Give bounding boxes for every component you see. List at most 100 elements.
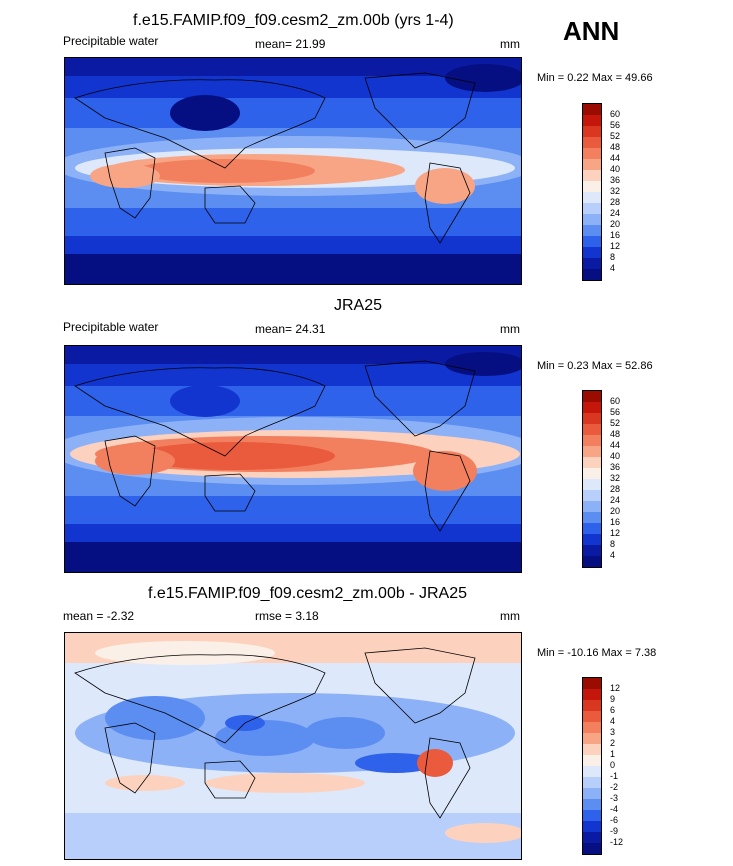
colorbar-swatch xyxy=(583,501,601,512)
colorbar-swatch xyxy=(583,170,601,181)
colorbar-label: 12 xyxy=(610,241,621,251)
panel-1-title: f.e15.FAMIP.f09_f09.cesm2_zm.00b (yrs 1-… xyxy=(133,12,454,29)
colorbar-swatch xyxy=(583,214,601,225)
colorbar-swatch xyxy=(583,821,601,832)
colorbar-swatch xyxy=(583,810,601,821)
colorbar-label: 52 xyxy=(610,131,621,141)
colorbar-label: 1 xyxy=(610,749,616,759)
panel-3-minmax: Min = -10.16 Max = 7.38 xyxy=(537,647,657,659)
colorbar-label: 40 xyxy=(610,164,621,174)
colorbar-swatch xyxy=(583,424,601,435)
panel-1-units: mm xyxy=(500,37,520,51)
colorbar-label: -12 xyxy=(610,837,624,847)
panel-2-title: JRA25 xyxy=(334,297,383,314)
colorbar-label: -9 xyxy=(610,826,619,836)
panel-2-minmax: Min = 0.23 Max = 52.86 xyxy=(537,360,653,372)
colorbar-swatch xyxy=(583,457,601,468)
colorbar-swatch xyxy=(583,843,601,854)
colorbar-label: 8 xyxy=(610,539,616,549)
colorbar-swatch xyxy=(583,391,601,402)
panel-1-map xyxy=(64,57,522,285)
colorbar-swatch xyxy=(583,269,601,280)
colorbar-label: 8 xyxy=(610,252,616,262)
colorbar-swatch xyxy=(583,490,601,501)
season-label: ANN xyxy=(563,16,620,46)
colorbar-swatch xyxy=(583,236,601,247)
colorbar-swatch xyxy=(583,777,601,788)
colorbar-swatch xyxy=(583,512,601,523)
colorbar-swatch xyxy=(583,689,601,700)
panel-3-mean-label: mean = -2.32 xyxy=(63,609,135,623)
colorbar-swatch xyxy=(583,523,601,534)
colorbar-swatch xyxy=(583,755,601,766)
colorbar-swatch xyxy=(583,159,601,170)
colorbar-label: 12 xyxy=(610,683,621,693)
colorbar-swatch xyxy=(583,137,601,148)
colorbar-label: 28 xyxy=(610,197,621,207)
panel-3-units: mm xyxy=(500,609,520,623)
panel-1-variable-label: Precipitable water xyxy=(63,34,159,48)
panel-1-colorbar xyxy=(582,103,602,281)
panel-3-colorbar xyxy=(582,677,602,855)
colorbar-label: -4 xyxy=(610,804,619,814)
colorbar-label: 56 xyxy=(610,120,621,130)
colorbar-label: 4 xyxy=(610,716,616,726)
colorbar-label: 16 xyxy=(610,517,621,527)
colorbar-swatch xyxy=(583,700,601,711)
colorbar-label: 4 xyxy=(610,550,616,560)
colorbar-label: 28 xyxy=(610,484,621,494)
colorbar-swatch xyxy=(583,104,601,115)
colorbar-label: 36 xyxy=(610,175,621,185)
colorbar-label: 44 xyxy=(610,153,621,163)
colorbar-label: 24 xyxy=(610,495,621,505)
colorbar-label: 6 xyxy=(610,705,616,715)
panel-3-title: f.e15.FAMIP.f09_f09.cesm2_zm.00b - JRA25 xyxy=(148,585,467,602)
colorbar-swatch xyxy=(583,446,601,457)
colorbar-label: 60 xyxy=(610,109,621,119)
colorbar-swatch xyxy=(583,799,601,810)
colorbar-label: 3 xyxy=(610,727,616,737)
colorbar-label: 4 xyxy=(610,263,616,273)
colorbar-label: 24 xyxy=(610,208,621,218)
colorbar-swatch xyxy=(583,435,601,446)
colorbar-swatch xyxy=(583,678,601,689)
colorbar-swatch xyxy=(583,788,601,799)
colorbar-swatch xyxy=(583,258,601,269)
colorbar-label: 60 xyxy=(610,396,621,406)
colorbar-label: 40 xyxy=(610,451,621,461)
colorbar-swatch xyxy=(583,534,601,545)
panel-1-minmax: Min = 0.22 Max = 49.66 xyxy=(537,72,653,84)
colorbar-label: 44 xyxy=(610,440,621,450)
colorbar-swatch xyxy=(583,225,601,236)
colorbar-label: 16 xyxy=(610,230,621,240)
colorbar-label: -2 xyxy=(610,782,619,792)
colorbar-label: 32 xyxy=(610,473,621,483)
colorbar-swatch xyxy=(583,192,601,203)
panel-2-units: mm xyxy=(500,322,520,336)
colorbar-swatch xyxy=(583,203,601,214)
colorbar-label: 2 xyxy=(610,738,616,748)
colorbar-swatch xyxy=(583,115,601,126)
colorbar-label: 32 xyxy=(610,186,621,196)
colorbar-swatch xyxy=(583,744,601,755)
colorbar-swatch xyxy=(583,247,601,258)
panel-2-colorbar xyxy=(582,390,602,568)
colorbar-label: 48 xyxy=(610,429,621,439)
colorbar-swatch xyxy=(583,733,601,744)
colorbar-label: 36 xyxy=(610,462,621,472)
colorbar-label: 56 xyxy=(610,407,621,417)
colorbar-swatch xyxy=(583,766,601,777)
panel-3-map xyxy=(64,632,522,860)
panel-2-map xyxy=(64,345,522,573)
colorbar-swatch xyxy=(583,148,601,159)
colorbar-swatch xyxy=(583,556,601,567)
colorbar-swatch xyxy=(583,126,601,137)
colorbar-label: -1 xyxy=(610,771,619,781)
panel-3-rmse-label: rmse = 3.18 xyxy=(255,609,319,623)
colorbar-swatch xyxy=(583,832,601,843)
panel-2-variable-label: Precipitable water xyxy=(63,320,159,334)
colorbar-swatch xyxy=(583,545,601,556)
colorbar-swatch xyxy=(583,402,601,413)
colorbar-label: 48 xyxy=(610,142,621,152)
colorbar-swatch xyxy=(583,181,601,192)
